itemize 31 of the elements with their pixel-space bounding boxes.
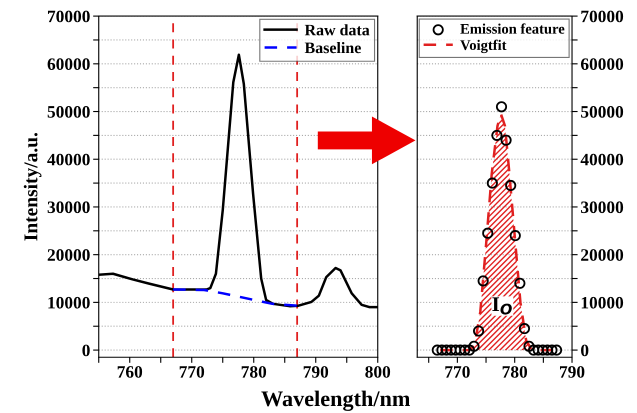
- y-tick-label: 60000: [48, 58, 90, 70]
- y-tick-label: 50000: [48, 106, 90, 118]
- y-tick-label: 0: [82, 344, 90, 356]
- x-tick-label: 770: [445, 366, 470, 378]
- legend-label: Emission feature: [460, 23, 564, 34]
- legend-label: Raw data: [304, 24, 370, 36]
- x-tick-label: 790: [304, 366, 328, 378]
- annotation: I$_{O}$: [492, 297, 512, 315]
- y-tick-label: 40000: [47, 154, 90, 166]
- x-tick-label: 760: [118, 366, 142, 378]
- y-tick-label: 50000: [581, 106, 624, 118]
- y-tick-label: 10000: [582, 296, 624, 309]
- y-tick-label: 20000: [48, 249, 90, 261]
- y-tick-label: 30000: [48, 201, 90, 214]
- y-tick-label: 70000: [581, 10, 624, 22]
- x-tick-label: 800: [365, 366, 390, 378]
- y-tick-label: 10000: [48, 296, 90, 309]
- y-axis-title: Intensity/a.u.: [24, 132, 42, 241]
- y-tick-label: 20000: [581, 249, 624, 261]
- x-axis-title: Wavelength/nm: [261, 390, 410, 411]
- y-tick-label: 30000: [581, 201, 624, 214]
- legend-label: Voigtfit: [460, 40, 506, 54]
- y-tick-label: 0: [581, 344, 588, 356]
- x-tick-label: 770: [180, 366, 204, 378]
- x-tick-label: 780: [502, 366, 528, 378]
- y-tick-label: 70000: [48, 10, 90, 22]
- x-tick-label: 790: [560, 366, 584, 378]
- x-tick-label: 780: [242, 366, 266, 378]
- y-tick-label: 40000: [580, 154, 624, 166]
- y-tick-label: 60000: [580, 58, 624, 70]
- legend-label: Baseline: [304, 42, 361, 54]
